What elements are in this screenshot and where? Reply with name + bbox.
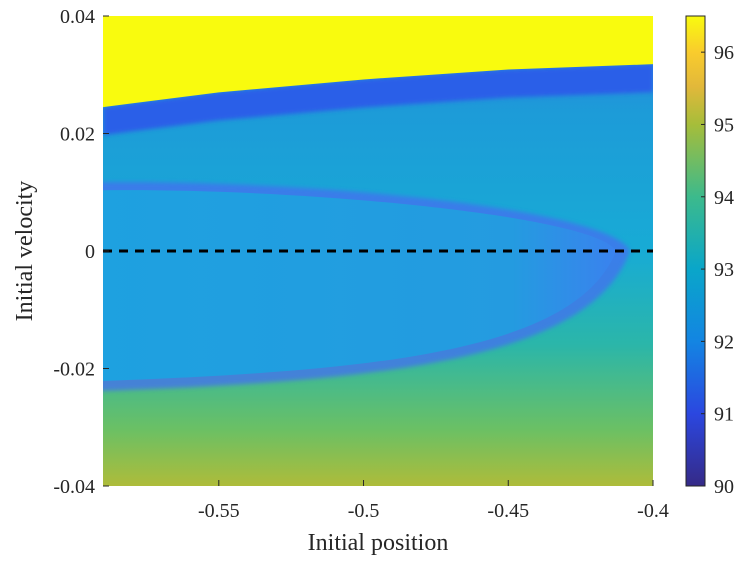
colorbar-ticks: 90 91 92 93 94 95 96	[701, 42, 734, 498]
heatmap-band-edge	[103, 64, 653, 136]
x-axis-label: Initial position	[308, 530, 449, 556]
y-axis: -0.04 -0.02 0 0.02 0.04	[53, 6, 109, 498]
colorbar-tick-label: 90	[714, 476, 734, 498]
x-axis: -0.55 -0.5 -0.45 -0.4	[198, 480, 669, 522]
y-tick-label: 0	[85, 241, 95, 263]
colorbar-tick-label: 93	[714, 259, 734, 281]
plot-area	[103, 16, 653, 486]
y-tick-label: -0.02	[53, 359, 95, 381]
colorbar-tick-label: 96	[714, 42, 734, 64]
y-tick-label: -0.04	[53, 476, 95, 498]
y-axis-label: Initial velocity	[12, 181, 38, 322]
x-tick-label: -0.55	[198, 500, 240, 522]
heatmap-region-inner-lobe	[103, 190, 617, 381]
y-tick-label: 0.02	[60, 124, 95, 146]
x-tick-label: -0.5	[348, 500, 380, 522]
colorbar: 90 91 92 93 94 95 96	[685, 15, 734, 498]
colorbar-tick-label: 91	[714, 404, 734, 426]
x-tick-label: -0.4	[637, 500, 669, 522]
x-tick-label: -0.45	[487, 500, 529, 522]
y-tick-label: 0.04	[60, 6, 95, 28]
colorbar-tick-label: 92	[714, 331, 734, 353]
colorbar-tick-label: 94	[714, 187, 734, 209]
colorbar-gradient	[685, 15, 706, 487]
heatmap-region-upper	[103, 16, 653, 108]
colorbar-tick-label: 95	[714, 114, 734, 136]
